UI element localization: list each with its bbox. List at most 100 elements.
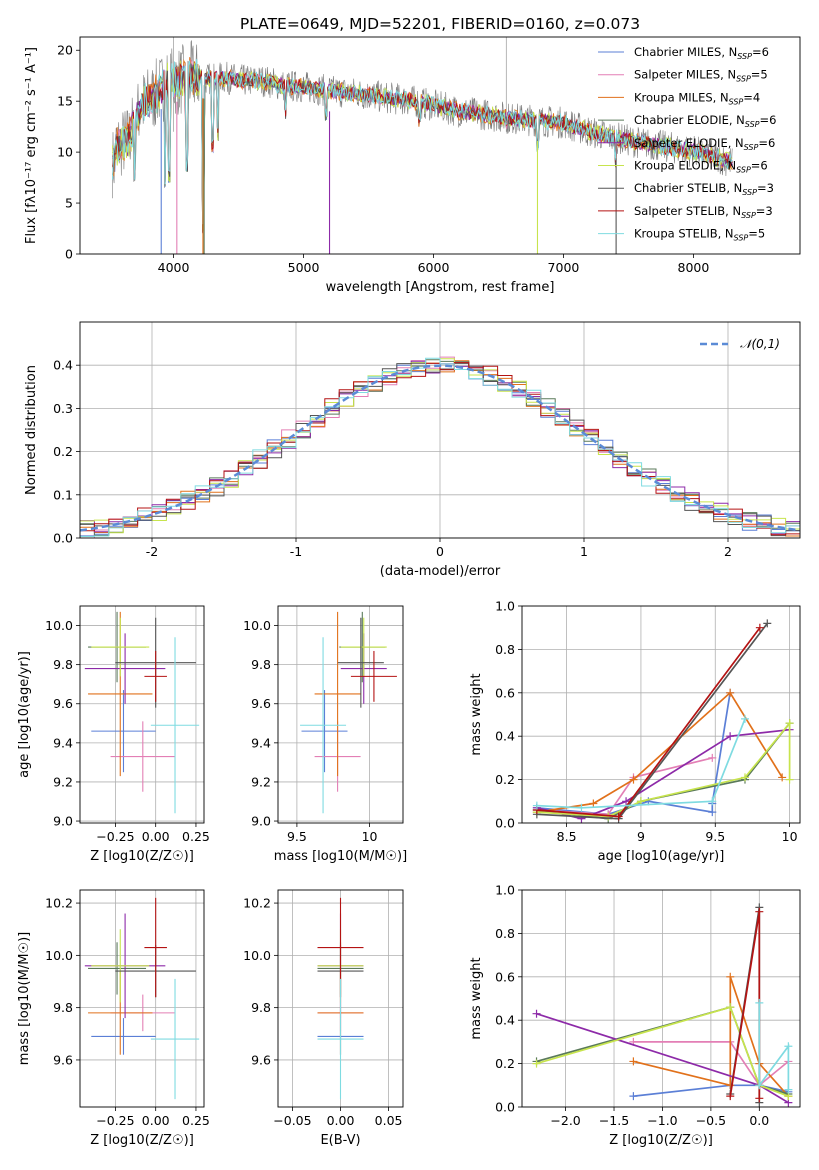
panel-mass-vs-Z: −0.25 0.00 0.25 9.6 9.8 10.0 10.2 Z [log10(Z/Z☉… bbox=[17, 889, 210, 1148]
plot-area bbox=[80, 606, 204, 823]
axes-frame bbox=[277, 605, 404, 824]
plot-area bbox=[112, 37, 733, 254]
x-tick-label: 0.25 bbox=[182, 829, 210, 844]
y-tick-label: 9.8 bbox=[53, 1000, 73, 1015]
legend-label: Salpeter MILES, NSSP=5 bbox=[634, 68, 768, 84]
y-tick-label: 0.8 bbox=[495, 926, 515, 941]
y-axis-label: mass weight bbox=[469, 673, 484, 755]
legend-label: Chabrier ELODIE, NSSP=6 bbox=[634, 113, 776, 129]
panel-mass-weight-vs-Z: −2.0 −1.5 −1.0 −0.5 0.0 0.0 0.2 0.4 0.6 0.8 1.0 Z [… bbox=[469, 883, 801, 1148]
plot-area bbox=[278, 890, 403, 1107]
plot-area bbox=[80, 890, 204, 1107]
legend-label: Salpeter ELODIE, NSSP=6 bbox=[634, 136, 775, 152]
plot-area bbox=[522, 606, 800, 823]
normal-curve bbox=[80, 364, 800, 532]
y-tick-label: 9.0 bbox=[53, 814, 73, 829]
weight-marker bbox=[614, 812, 623, 821]
weight-line bbox=[536, 1006, 789, 1097]
y-tick-label: 9.6 bbox=[53, 696, 73, 711]
weight-marker bbox=[629, 1057, 638, 1066]
y-tick-label: 1.0 bbox=[495, 883, 515, 898]
x-tick-label: 9.5 bbox=[287, 829, 307, 844]
x-axis-label: E(B-V) bbox=[320, 1133, 360, 1148]
histogram-line bbox=[80, 357, 800, 537]
weight-marker bbox=[726, 972, 735, 981]
y-tick-label: 0.2 bbox=[53, 444, 73, 459]
y-tick-label: 10.0 bbox=[45, 618, 73, 633]
axes-frame bbox=[277, 889, 404, 1108]
x-tick-label: -1 bbox=[290, 544, 302, 559]
y-tick-label: 0.0 bbox=[53, 531, 73, 546]
y-tick-label: 0.3 bbox=[53, 401, 73, 416]
y-axis-label: mass weight bbox=[469, 957, 484, 1039]
y-tick-label: 10.0 bbox=[45, 948, 73, 963]
weight-line bbox=[633, 1084, 789, 1098]
x-tick-label: −0.05 bbox=[273, 1113, 311, 1128]
x-tick-label: 0.00 bbox=[142, 1113, 170, 1128]
y-tick-label: 0.1 bbox=[53, 487, 73, 502]
x-tick-label: 5000 bbox=[288, 260, 320, 275]
y-tick-label: 0.6 bbox=[495, 685, 515, 700]
weight-marker bbox=[763, 619, 772, 628]
x-tick-label: 0 bbox=[436, 544, 444, 559]
legend-label: Chabrier MILES, NSSP=6 bbox=[634, 45, 769, 61]
weight-marker bbox=[636, 797, 645, 806]
legend-label: Salpeter STELIB, NSSP=3 bbox=[634, 204, 773, 220]
y-tick-label: 0.2 bbox=[495, 1056, 515, 1071]
y-tick-label: 9.6 bbox=[251, 696, 271, 711]
x-tick-label: 10 bbox=[362, 829, 378, 844]
weight-marker bbox=[629, 1092, 638, 1101]
panel-mass-vs-EBV: −0.05 0.00 0.05 9.6 9.8 10.0 10.2 E(B-V) bbox=[243, 889, 404, 1148]
y-tick-label: 0 bbox=[65, 247, 73, 262]
weight-marker bbox=[726, 1003, 735, 1012]
x-tick-label: 6000 bbox=[418, 260, 450, 275]
y-tick-label: 0.4 bbox=[495, 729, 515, 744]
legend-label: Kroupa STELIB, NSSP=5 bbox=[634, 227, 765, 243]
x-tick-label: 0.05 bbox=[375, 1113, 403, 1128]
weight-line bbox=[633, 1041, 789, 1087]
weight-marker bbox=[784, 1042, 793, 1051]
x-tick-label: −1.0 bbox=[647, 1113, 677, 1128]
y-tick-label: 0.8 bbox=[495, 642, 515, 657]
y-tick-label: 5 bbox=[65, 196, 73, 211]
weight-marker bbox=[778, 773, 787, 782]
y-tick-label: 0.4 bbox=[495, 1013, 515, 1028]
x-tick-label: 7000 bbox=[548, 260, 580, 275]
panel-age-vs-Z: −0.25 0.00 0.25 9.0 9.2 9.4 9.6 9.8 10.0 Z [log10… bbox=[17, 605, 210, 864]
weight-marker bbox=[785, 719, 794, 728]
y-tick-label: 10.2 bbox=[45, 896, 73, 911]
axes-frame bbox=[79, 889, 205, 1108]
x-tick-label: −0.5 bbox=[696, 1113, 726, 1128]
panel-spectrum: 4000 5000 6000 7000 8000 0 5 10 15 20 wavelength [… bbox=[24, 36, 801, 295]
panel-residual-distribution: -2 -1 0 1 2 0.0 0.1 0.2 0.3 0.4 (data-model)/error… bbox=[24, 321, 801, 579]
weight-marker bbox=[726, 1081, 735, 1090]
y-tick-label: 9.2 bbox=[251, 774, 271, 789]
weight-marker bbox=[532, 801, 541, 810]
y-tick-label: 9.8 bbox=[251, 1000, 271, 1015]
x-tick-label: −2.0 bbox=[550, 1113, 580, 1128]
y-tick-label: 0.0 bbox=[495, 1100, 515, 1115]
weight-marker bbox=[726, 1092, 735, 1101]
plot-area bbox=[278, 606, 403, 823]
y-tick-label: 10.2 bbox=[243, 896, 271, 911]
weight-marker bbox=[708, 753, 717, 762]
x-axis-label: wavelength [Angstrom, rest frame] bbox=[326, 280, 555, 295]
weight-line bbox=[758, 1002, 790, 1090]
y-tick-label: 9.4 bbox=[251, 735, 271, 750]
x-tick-label: −0.25 bbox=[96, 829, 134, 844]
spectrum-model-line bbox=[112, 62, 733, 223]
y-tick-label: 9.2 bbox=[53, 774, 73, 789]
y-axis-label: mass [log10(M/M☉)] bbox=[17, 932, 32, 1065]
plot-area bbox=[80, 322, 800, 538]
y-tick-label: 0.2 bbox=[495, 772, 515, 787]
x-tick-label: 8000 bbox=[678, 260, 710, 275]
y-axis-label: Normed distribution bbox=[24, 365, 39, 495]
weight-line bbox=[536, 718, 746, 809]
y-tick-label: 9.6 bbox=[251, 1052, 271, 1067]
weight-marker bbox=[784, 1085, 793, 1094]
x-tick-label: 0.0 bbox=[749, 1113, 769, 1128]
panel-age-vs-mass: 9.5 10 9.0 9.2 9.4 9.6 9.8 10.0 mass [log10(M/M☉… bbox=[243, 605, 407, 864]
y-tick-label: 10 bbox=[57, 145, 73, 160]
y-tick-label: 1.0 bbox=[495, 599, 515, 614]
